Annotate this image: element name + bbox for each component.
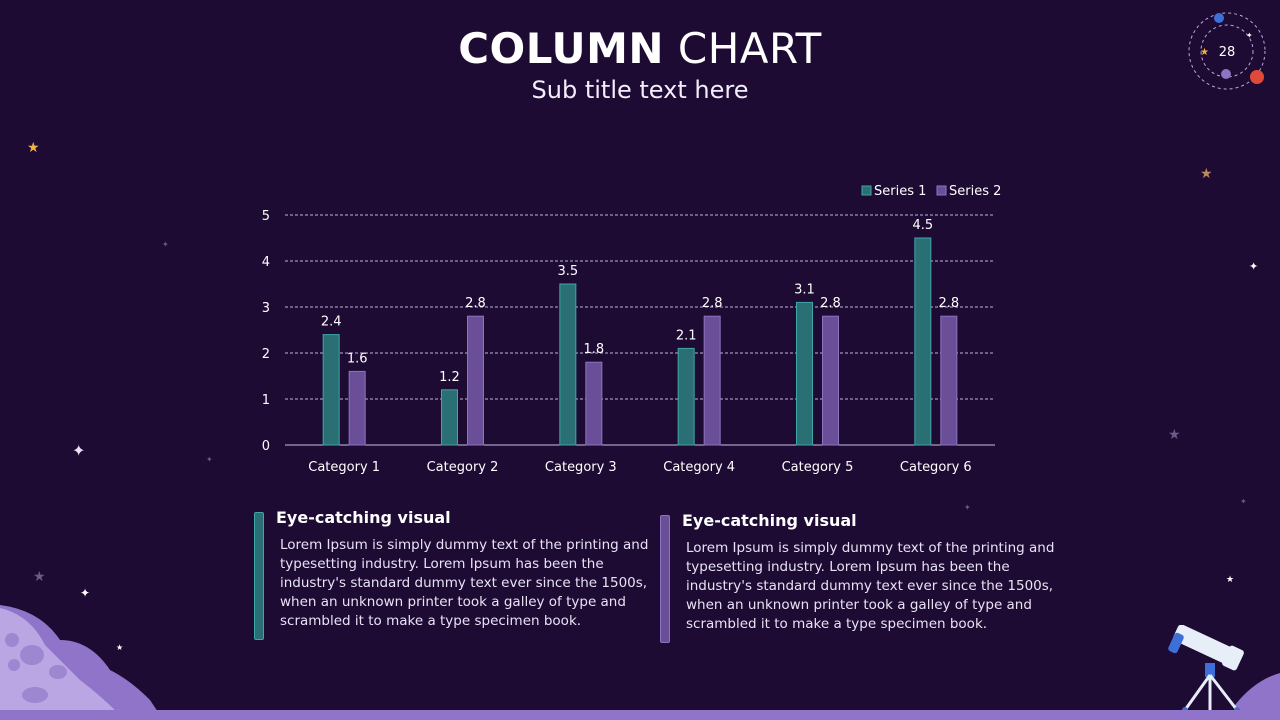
y-tick-label: 1 bbox=[262, 393, 270, 408]
bar-series-1 bbox=[322, 334, 340, 446]
star-icon: ✦ bbox=[1249, 260, 1259, 273]
legend-swatch bbox=[861, 185, 872, 196]
bar-series-2 bbox=[585, 361, 603, 446]
star-icon: ★ bbox=[116, 643, 124, 652]
title-light: CHART bbox=[677, 24, 822, 73]
telescope-icon bbox=[1165, 624, 1280, 719]
bar-series-2 bbox=[703, 315, 721, 446]
x-tick-label: Category 5 bbox=[782, 460, 854, 475]
y-tick-label: 5 bbox=[262, 209, 270, 224]
data-label: 2.1 bbox=[676, 328, 697, 343]
x-tick-label: Category 2 bbox=[427, 460, 499, 475]
title-bold: COLUMN bbox=[458, 24, 665, 73]
svg-text:★: ★ bbox=[1200, 47, 1209, 58]
bar-series-2 bbox=[940, 315, 958, 446]
star-icon: ✦ bbox=[72, 441, 86, 460]
x-tick-label: Category 6 bbox=[900, 460, 972, 475]
block-heading-2: Eye-catching visual bbox=[682, 511, 857, 530]
data-label: 2.8 bbox=[465, 296, 486, 311]
svg-text:✦: ✦ bbox=[1246, 31, 1253, 40]
bar-series-1 bbox=[441, 389, 458, 446]
bar-series-1 bbox=[796, 301, 813, 446]
data-label: 2.8 bbox=[820, 296, 841, 311]
bar-series-2 bbox=[822, 315, 839, 446]
block-body-1: Lorem Ipsum is simply dummy text of the … bbox=[280, 537, 649, 629]
data-label: 4.5 bbox=[912, 218, 933, 233]
star-icon: ★ bbox=[33, 569, 46, 585]
bar-series-2 bbox=[348, 370, 366, 446]
y-tick-label: 4 bbox=[262, 255, 270, 270]
page-number: 28 bbox=[1219, 45, 1236, 60]
legend-label: Series 1 bbox=[874, 184, 926, 199]
star-icon: ★ bbox=[1168, 427, 1181, 443]
block-body-2: Lorem Ipsum is simply dummy text of the … bbox=[686, 540, 1055, 632]
data-label: 3.1 bbox=[794, 282, 815, 297]
star-icon: ★ bbox=[1200, 166, 1213, 182]
star-icon: ✦ bbox=[206, 455, 213, 464]
bar-series-1 bbox=[914, 237, 932, 446]
bar-series-1 bbox=[559, 283, 577, 446]
x-tick-label: Category 4 bbox=[663, 460, 735, 475]
legend-swatch bbox=[936, 185, 947, 196]
y-tick-label: 0 bbox=[262, 439, 270, 454]
bar-series-2 bbox=[467, 315, 484, 446]
data-label: 2.8 bbox=[938, 296, 959, 311]
star-icon: ✦ bbox=[1240, 497, 1247, 506]
block-heading-1: Eye-catching visual bbox=[276, 508, 451, 527]
star-icon: ★ bbox=[1226, 575, 1235, 585]
star-icon: ✦ bbox=[162, 240, 169, 249]
bottom-strip bbox=[0, 710, 1280, 720]
star-icon: ✦ bbox=[80, 586, 91, 600]
column-chart: 0 1 2 3 4 5 2.4 1.6 Category 1 1.2 2.8 Category 2 3.… bbox=[240, 175, 1020, 485]
accent-bar-1 bbox=[254, 512, 264, 640]
data-label: 2.4 bbox=[321, 315, 342, 330]
bar-series-1 bbox=[677, 347, 695, 446]
y-tick-label: 2 bbox=[262, 347, 270, 362]
star-icon: ★ bbox=[27, 140, 40, 156]
x-tick-label: Category 3 bbox=[545, 460, 617, 475]
data-label: 3.5 bbox=[557, 264, 578, 279]
data-label: 1.8 bbox=[583, 342, 604, 357]
data-label: 2.8 bbox=[702, 296, 723, 311]
y-tick-label: 3 bbox=[262, 301, 270, 316]
moon-surface-icon bbox=[0, 600, 170, 719]
star-icon: ✦ bbox=[964, 503, 971, 512]
data-label: 1.2 bbox=[439, 370, 460, 385]
slide-title: COLUMN CHART bbox=[0, 24, 1280, 73]
slide-subtitle: Sub title text here bbox=[531, 76, 749, 104]
orbit-badge-icon: 28 ★ ✦ bbox=[1186, 10, 1270, 94]
x-tick-label: Category 1 bbox=[308, 460, 380, 475]
data-label: 1.6 bbox=[347, 351, 368, 366]
chart-svg: 0 1 2 3 4 5 2.4 1.6 Category 1 1.2 2.8 Category 2 3.… bbox=[262, 184, 1002, 475]
legend-label: Series 2 bbox=[949, 184, 1001, 199]
accent-bar-2 bbox=[660, 515, 670, 643]
